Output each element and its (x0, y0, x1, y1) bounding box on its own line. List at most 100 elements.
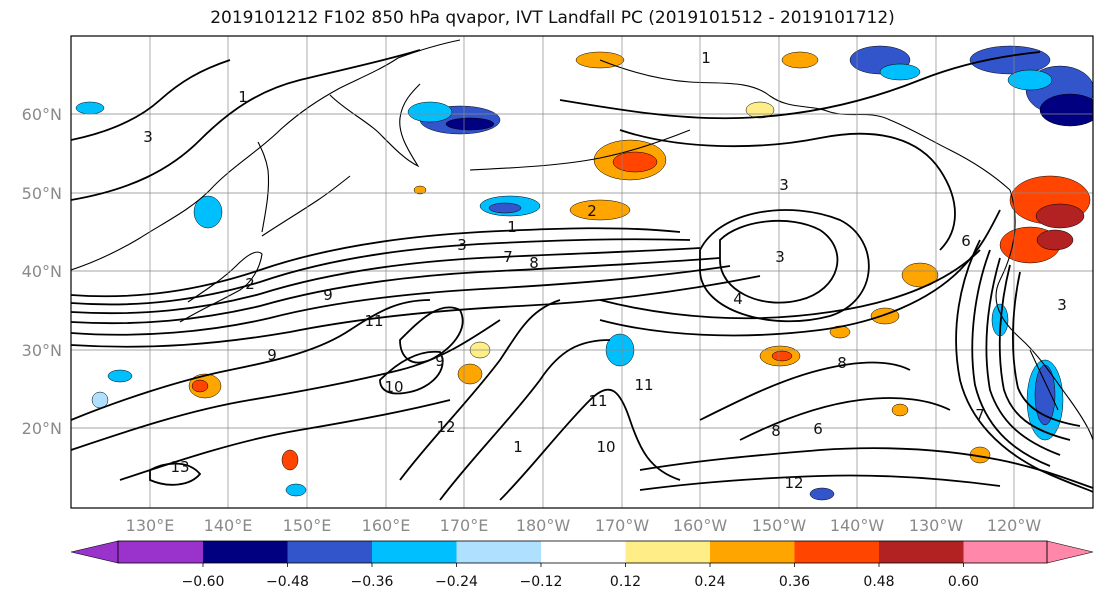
contour-line (71, 257, 721, 325)
contour-line (379, 350, 444, 395)
contour-line (71, 247, 701, 315)
contour-label: 9 (435, 352, 445, 370)
colorbar-segment (372, 541, 457, 563)
contour-label: 10 (596, 438, 615, 456)
colorbar-segment (541, 541, 626, 563)
lon-label: 140°E (204, 516, 253, 535)
lon-label: 140°W (830, 516, 885, 535)
colorbar-tick-label: 0.48 (863, 574, 894, 590)
contour-line (71, 49, 421, 201)
contour-label: 3 (1057, 296, 1067, 314)
colorbar-tick-label: 0.60 (948, 574, 979, 590)
contour-line (985, 257, 1061, 456)
lat-label: 60°N (22, 105, 62, 124)
lat-label: 50°N (22, 184, 62, 203)
contour-line (439, 339, 611, 501)
lat-label: 40°N (22, 262, 62, 281)
colorbar-segment (625, 541, 711, 563)
anomaly-patch (413, 185, 427, 195)
contour-line (1012, 271, 1081, 427)
lat-label: 20°N (22, 419, 62, 438)
contour-line (119, 399, 451, 481)
contour-line (599, 249, 981, 320)
contour-label: 6 (961, 232, 971, 250)
anomaly-patch (891, 403, 909, 417)
anomaly-patch (107, 369, 133, 383)
lon-label: 170°W (595, 516, 650, 535)
contour-label: 1 (238, 88, 248, 106)
contour-line (998, 264, 1071, 441)
contour-label: 8 (771, 422, 781, 440)
colorbar-tick-label: −0.24 (435, 574, 478, 590)
contour-label: 10 (384, 378, 403, 396)
colorbar-tick-label: −0.36 (351, 574, 394, 590)
colorbar-segment (203, 541, 288, 563)
contour-line (71, 265, 731, 336)
na-west-coastline (995, 189, 1093, 441)
latitude-labels: 60°N 50°N 40°N 30°N 20°N (22, 105, 62, 438)
anomaly-patch (1039, 93, 1093, 127)
anomaly-patch (612, 151, 658, 173)
map-frame (70, 35, 1094, 509)
anomaly-patch (901, 262, 939, 288)
anomaly-patch (75, 101, 105, 115)
anomaly-patch (809, 487, 835, 501)
anomaly-patch (781, 51, 819, 69)
colorbar-segment (963, 541, 1047, 563)
contour-line (399, 306, 464, 364)
contour-label: 2 (245, 275, 255, 293)
contour-label: 3 (775, 248, 785, 266)
anomaly-patch (969, 45, 1051, 75)
colorbar-tick-labels: −0.60 −0.48 −0.36 −0.24 −0.12 0.12 0.24 0.36 0.4… (182, 563, 979, 590)
lon-label: 160°W (673, 516, 728, 535)
anomaly-patch (193, 195, 223, 229)
anomaly-patch (457, 363, 483, 385)
colorbar-under-extension (70, 540, 119, 564)
contour-label: 12 (436, 418, 455, 436)
contour-line (71, 227, 681, 298)
contour-line (71, 319, 501, 451)
alaska-coastline (599, 59, 1011, 191)
colorbar-tick-label: −0.48 (266, 574, 309, 590)
anomaly-patch (771, 350, 793, 362)
colorbar-segment (794, 541, 880, 563)
anomaly-patch (488, 202, 522, 214)
anomaly-patch (1035, 203, 1085, 229)
longitude-labels: 130°E 140°E 150°E 160°E 170°E 180°W 170°W 160°W… (126, 516, 1042, 535)
colorbar-tick-label: 0.24 (694, 574, 725, 590)
anomaly-patch (285, 483, 307, 497)
kuril-islands (261, 175, 351, 237)
contour-line (639, 447, 1093, 489)
colorbar-segment (118, 541, 203, 563)
colorbar-segment (710, 541, 795, 563)
contour-line (739, 397, 951, 441)
colorbar-segment (456, 541, 542, 563)
lon-label: 160°E (362, 516, 411, 535)
anomaly-patch (879, 63, 921, 81)
sakhalin-coastline (257, 141, 270, 233)
map-title: 2019101212 F102 850 hPa qvapor, IVT Land… (210, 8, 895, 28)
ivt-contours (71, 49, 1093, 501)
anomaly-patch (281, 449, 299, 471)
anomaly-patch (1007, 69, 1053, 91)
lon-label: 150°E (283, 516, 332, 535)
kamchatka-coastline (329, 83, 421, 168)
contour-line (955, 239, 1093, 493)
contour-label: 6 (813, 420, 823, 438)
contour-label: 7 (503, 248, 513, 266)
contour-label: 12 (784, 474, 803, 492)
contour-label: 9 (267, 346, 277, 364)
contour-label: 3 (779, 176, 789, 194)
contour-label: 1 (513, 438, 523, 456)
contour-label: 8 (837, 354, 847, 372)
contour-label: 11 (634, 376, 653, 394)
contour-label: 1 (507, 218, 517, 236)
contour-label: 3 (143, 128, 153, 146)
contour-line (71, 238, 691, 306)
contour-label: 11 (364, 312, 383, 330)
graticule (71, 36, 1093, 508)
contour-line (971, 249, 1051, 467)
colorbar-over-extension (1046, 540, 1094, 564)
anomaly-patch (569, 199, 631, 221)
